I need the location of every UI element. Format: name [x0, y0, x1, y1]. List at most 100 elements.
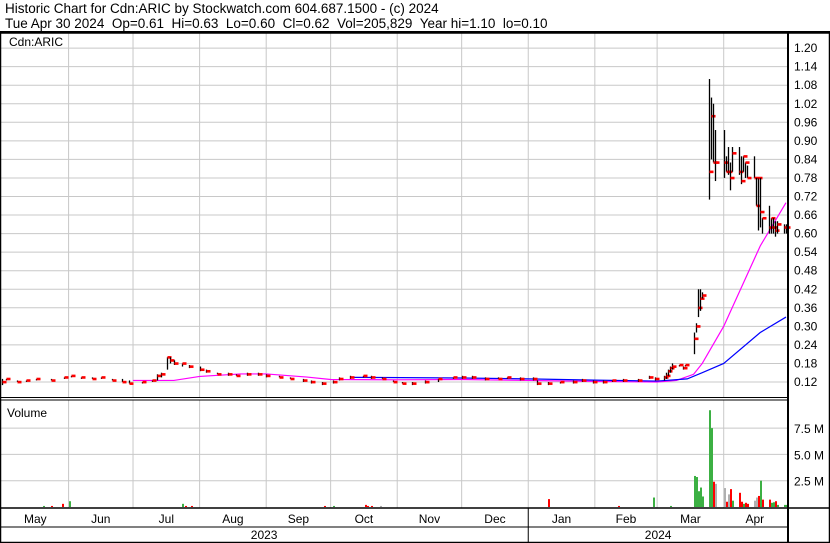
price-bar-close	[745, 161, 750, 164]
price-bar	[684, 363, 690, 367]
month-label: Apr	[746, 512, 765, 526]
price-bar-close	[603, 380, 608, 384]
volume-bar	[741, 501, 743, 507]
volume-bar	[784, 504, 786, 507]
price-bar-close	[101, 376, 106, 379]
price-bar-close	[666, 374, 671, 378]
price-bar-close	[498, 377, 503, 381]
price-bar	[128, 380, 134, 385]
price-tick-label: 0.66	[794, 208, 818, 222]
moving-average-short	[133, 202, 787, 383]
price-bar	[497, 377, 503, 381]
price-tick-label: 0.78	[794, 171, 818, 185]
month-label: Mar	[680, 512, 701, 526]
price-bar	[227, 372, 233, 376]
volume-bar	[191, 505, 193, 507]
price-bar	[257, 372, 263, 376]
price-bar	[471, 375, 477, 379]
price-bar-close	[747, 176, 752, 180]
price-bar-close	[730, 176, 735, 180]
price-bar-close	[333, 380, 338, 384]
year-label: 2023	[251, 528, 278, 542]
price-bar-close	[741, 179, 746, 183]
price-bar	[744, 161, 750, 178]
price-bar-close	[236, 374, 241, 378]
price-bar-close	[228, 373, 233, 376]
price-bar	[581, 378, 587, 382]
price-bar-close	[81, 376, 86, 379]
price-bar	[424, 380, 430, 384]
price-tick-label: 1.20	[794, 41, 818, 55]
price-bar	[461, 375, 467, 379]
price-bar	[302, 378, 308, 382]
price-bar-close	[322, 382, 327, 385]
price-bar	[156, 374, 162, 381]
price-bar	[235, 374, 241, 378]
price-bar-close	[161, 373, 166, 376]
price-bar-close	[174, 362, 179, 365]
price-bar-close	[51, 379, 56, 382]
year-label: 2024	[645, 528, 672, 542]
price-bar	[100, 376, 106, 379]
price-tick-label: 0.30	[794, 319, 818, 333]
price-bar	[648, 375, 654, 379]
price-bar	[746, 165, 752, 180]
volume-bar	[700, 487, 702, 507]
price-tick-label: 0.54	[794, 245, 818, 259]
price-bar	[437, 377, 443, 382]
price-bar-close	[122, 380, 127, 384]
price-bar	[682, 366, 688, 370]
month-label: Feb	[616, 512, 637, 526]
price-tick-label: 0.90	[794, 134, 818, 148]
price-bar-close	[92, 377, 97, 381]
price-bar-close	[694, 337, 699, 341]
volume-bar	[754, 500, 756, 507]
price-bar	[111, 378, 117, 382]
price-bar-close	[732, 152, 737, 155]
volume-bar	[365, 504, 367, 507]
price-bar	[776, 221, 782, 234]
price-bar-close	[303, 379, 308, 382]
volume-bar	[371, 505, 373, 507]
price-bar	[759, 177, 765, 228]
price-bar	[547, 382, 553, 386]
volume-bar	[43, 505, 45, 507]
price-bar	[695, 323, 701, 333]
price-bar	[141, 380, 147, 384]
volume-bar	[730, 489, 732, 507]
price-bar-close	[170, 359, 175, 362]
volume-bar	[739, 492, 741, 507]
price-bar-close	[438, 377, 443, 381]
price-bar-close	[266, 374, 271, 378]
price-bar-close	[17, 380, 22, 384]
price-bar-close	[71, 374, 76, 378]
price-tick-label: 0.36	[794, 301, 818, 315]
price-bar-close	[152, 379, 157, 382]
price-bar-close	[683, 366, 688, 370]
price-bar	[506, 376, 512, 379]
volume-bar	[185, 505, 187, 507]
volume-bar	[653, 497, 655, 507]
price-bar-close	[363, 374, 368, 378]
price-bar	[572, 380, 578, 384]
price-bar	[278, 375, 284, 379]
price-bar-close	[371, 376, 376, 379]
price-bar	[559, 380, 565, 384]
price-bar-close	[762, 216, 767, 220]
volume-bar	[773, 502, 775, 507]
price-bar	[246, 372, 252, 376]
price-bar	[519, 377, 525, 381]
price-bar	[310, 380, 316, 384]
month-label: Sep	[288, 512, 310, 526]
price-bar-close	[425, 380, 430, 384]
price-bar	[611, 379, 617, 382]
volume-bar	[745, 502, 747, 507]
price-bar	[761, 216, 767, 234]
month-label: Jan	[552, 512, 571, 526]
price-bar-close	[382, 377, 387, 381]
price-tick-label: 1.14	[794, 60, 818, 74]
price-bar	[151, 379, 157, 382]
price-tick-label: 0.84	[794, 152, 818, 166]
price-bar-close	[709, 170, 714, 174]
